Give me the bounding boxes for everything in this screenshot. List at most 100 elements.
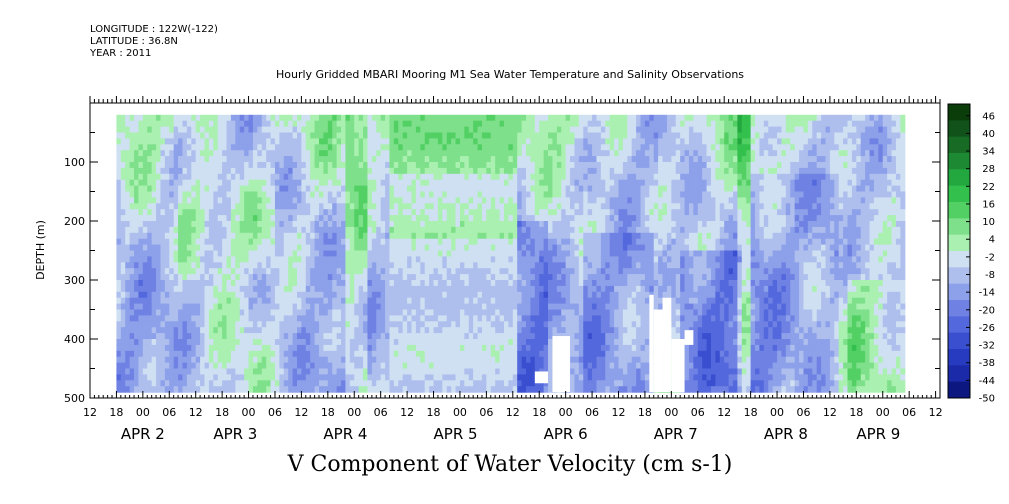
heatmap-cell bbox=[468, 203, 474, 210]
heatmap-cell bbox=[327, 309, 333, 316]
heatmap-cell bbox=[433, 185, 439, 193]
heatmap-cell bbox=[147, 315, 153, 322]
heatmap-cell bbox=[173, 339, 179, 346]
heatmap-cell bbox=[182, 162, 188, 169]
heatmap-cell bbox=[398, 221, 404, 228]
heatmap-cell bbox=[191, 221, 197, 228]
heatmap-cell bbox=[420, 173, 426, 181]
heatmap-cell bbox=[274, 191, 280, 198]
heatmap-cell bbox=[327, 274, 333, 281]
heatmap-cell bbox=[389, 120, 395, 128]
heatmap-cell bbox=[182, 221, 188, 228]
heatmap-cell bbox=[151, 303, 157, 311]
heatmap-cell bbox=[195, 132, 201, 139]
heatmap-cell bbox=[446, 156, 452, 163]
heatmap-cell bbox=[437, 368, 443, 375]
heatmap-cell bbox=[182, 250, 188, 257]
heatmap-cell bbox=[345, 126, 351, 134]
heatmap-cell bbox=[230, 138, 236, 145]
heatmap-cell bbox=[459, 221, 465, 228]
heatmap-cell bbox=[517, 144, 523, 151]
heatmap-cell bbox=[459, 280, 465, 287]
heatmap-cell bbox=[120, 356, 126, 364]
heatmap-cell bbox=[415, 238, 421, 246]
heatmap-cell bbox=[473, 350, 479, 358]
heatmap-cell bbox=[173, 120, 179, 128]
heatmap-cell bbox=[415, 291, 421, 299]
heatmap-cell bbox=[296, 167, 302, 175]
heatmap-cell bbox=[138, 226, 144, 234]
heatmap-cell bbox=[548, 232, 554, 240]
heatmap-cell bbox=[574, 221, 580, 228]
heatmap-cell bbox=[257, 327, 263, 334]
heatmap-cell bbox=[327, 150, 333, 157]
heatmap-cell bbox=[393, 333, 399, 340]
heatmap-cell bbox=[565, 126, 571, 134]
heatmap-cell bbox=[160, 256, 166, 263]
heatmap-cell bbox=[376, 356, 382, 364]
heatmap-cell bbox=[481, 315, 487, 322]
heatmap-cell bbox=[565, 203, 571, 210]
heatmap-cell bbox=[495, 132, 501, 139]
heatmap-cell bbox=[561, 309, 567, 316]
heatmap-cell bbox=[191, 291, 197, 299]
heatmap-cell bbox=[182, 280, 188, 287]
heatmap-cell bbox=[129, 185, 135, 193]
heatmap-cell bbox=[411, 167, 417, 175]
heatmap-cell bbox=[349, 173, 355, 181]
heatmap-cell bbox=[270, 285, 276, 293]
heatmap-cell bbox=[200, 126, 206, 134]
heatmap-cell bbox=[274, 256, 280, 263]
heatmap-cell bbox=[182, 356, 188, 364]
heatmap-cell bbox=[178, 315, 184, 322]
heatmap-cell bbox=[398, 203, 404, 210]
heatmap-cell bbox=[556, 327, 562, 334]
heatmap-cell bbox=[213, 380, 219, 387]
heatmap-cell bbox=[310, 215, 316, 222]
heatmap-cell bbox=[583, 138, 589, 145]
heatmap-cell bbox=[552, 179, 558, 187]
heatmap-cell bbox=[517, 368, 523, 375]
heatmap-cell bbox=[151, 185, 157, 193]
heatmap-cell bbox=[561, 167, 567, 175]
heatmap-cell bbox=[578, 138, 584, 145]
heatmap-cell bbox=[147, 156, 153, 163]
heatmap-cell bbox=[468, 132, 474, 139]
heatmap-cell bbox=[407, 350, 413, 358]
heatmap-cell bbox=[222, 150, 228, 157]
heatmap-cell bbox=[393, 380, 399, 387]
heatmap-cell bbox=[468, 179, 474, 187]
heatmap-cell bbox=[574, 344, 580, 352]
heatmap-cell bbox=[142, 150, 148, 157]
heatmap-cell bbox=[411, 144, 417, 151]
heatmap-cell bbox=[367, 191, 373, 198]
heatmap-cell bbox=[235, 244, 241, 252]
heatmap-cell bbox=[459, 126, 465, 134]
heatmap-cell bbox=[433, 126, 439, 134]
heatmap-cell bbox=[530, 291, 536, 299]
heatmap-cell bbox=[160, 209, 166, 216]
heatmap-cell bbox=[142, 197, 148, 204]
heatmap-cell bbox=[169, 162, 175, 169]
heatmap-cell bbox=[244, 339, 250, 346]
heatmap-cell bbox=[120, 144, 126, 151]
heatmap-cell bbox=[543, 156, 549, 163]
heatmap-cell bbox=[178, 374, 184, 381]
heatmap-cell bbox=[455, 297, 461, 305]
heatmap-cell bbox=[459, 386, 465, 393]
heatmap-cell bbox=[468, 209, 474, 216]
heatmap-cell bbox=[191, 162, 197, 169]
heatmap-cell bbox=[182, 315, 188, 322]
heatmap-cell bbox=[257, 232, 263, 240]
heatmap-cell bbox=[314, 120, 320, 128]
heatmap-cell bbox=[125, 297, 131, 305]
heatmap-cell bbox=[451, 327, 457, 334]
heatmap-cell bbox=[186, 120, 192, 128]
heatmap-cell bbox=[565, 132, 571, 139]
heatmap-cell bbox=[349, 256, 355, 263]
heatmap-cell bbox=[336, 315, 342, 322]
heatmap-cell bbox=[556, 303, 562, 311]
heatmap-cell bbox=[380, 209, 386, 216]
heatmap-cell bbox=[385, 215, 391, 222]
heatmap-cell bbox=[138, 203, 144, 210]
